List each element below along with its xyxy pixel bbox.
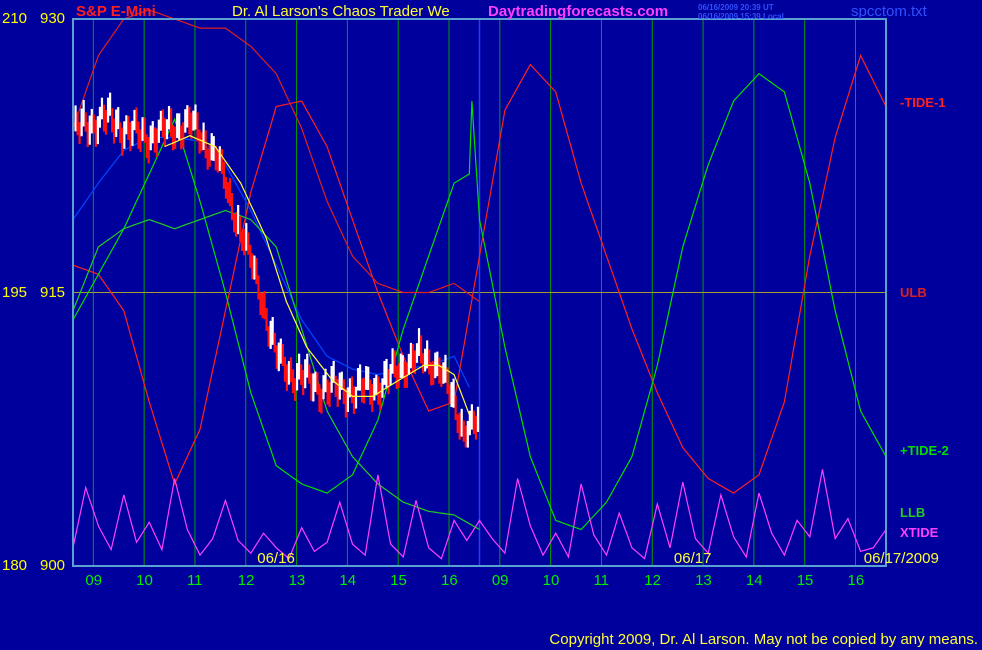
y-label-a-195: 195	[2, 283, 28, 301]
timestamp-ut: 06/16/2009 20:39 UT	[698, 3, 774, 12]
y-label-a-210: 210	[2, 10, 28, 27]
y-label-b-900: 900	[40, 557, 66, 574]
x-tick-label-6: 15	[390, 572, 407, 589]
x-tick-label-8: 09	[491, 572, 509, 589]
series-label-tide1: -TIDE-1	[900, 94, 946, 110]
x-tick-label-9: 10	[542, 572, 560, 589]
price-layer	[74, 92, 480, 448]
x-tick-label-0: 09	[85, 572, 102, 589]
series-label-tide2: +TIDE-2	[900, 443, 949, 459]
x-tick-label-11: 12	[644, 572, 661, 589]
x-tick-label-10: 11	[593, 572, 610, 589]
x-tick-label-12: 13	[695, 572, 712, 589]
x-tick-label-2: 11	[186, 572, 203, 589]
site-link[interactable]: Daytradingforecasts.com	[488, 3, 669, 20]
date-label-1: 06/17	[673, 550, 712, 567]
x-tick-label-4: 13	[288, 572, 306, 589]
series-label-llb: LLB	[900, 505, 926, 521]
x-tick-label-3: 12	[237, 572, 255, 589]
timestamp-local: 06/16/2009 15:39 Local	[698, 12, 784, 21]
series-line-tide1	[72, 53, 887, 494]
x-tick-label-14: 15	[796, 572, 814, 589]
x-tick-label-1: 10	[136, 572, 153, 589]
series-label-ulb: ULB	[900, 284, 927, 300]
date-label-2: 06/17/2009	[863, 550, 939, 567]
data-file-name: spcctom.txt	[851, 3, 927, 20]
series-line-ulb	[72, 9, 480, 303]
x-tick-label-13: 14	[745, 572, 763, 589]
chart-title: Dr. Al Larson's Chaos Trader We	[232, 3, 450, 20]
series-label-xtide: XTIDE	[900, 525, 939, 541]
ma-yellow-line	[164, 135, 470, 415]
series-line-xtide	[72, 469, 887, 560]
grid-layer	[73, 19, 886, 566]
symbol-title: S&P E-Mini	[76, 3, 156, 20]
plot-frame	[72, 18, 887, 567]
date-label-0: 06/16	[257, 550, 295, 567]
x-tick-label-5: 14	[339, 572, 357, 589]
y-label-b-915: 915	[40, 283, 66, 301]
series-line-tide2	[72, 72, 887, 531]
y-label-a-180: 180	[2, 557, 28, 574]
y-label-b-930: 930	[40, 10, 66, 27]
copyright-notice: Copyright 2009, Dr. Al Larson. May not b…	[549, 631, 978, 648]
series-line-llb	[72, 209, 480, 531]
x-tick-label-7: 16	[441, 572, 458, 589]
x-tick-label-15: 16	[847, 572, 865, 589]
